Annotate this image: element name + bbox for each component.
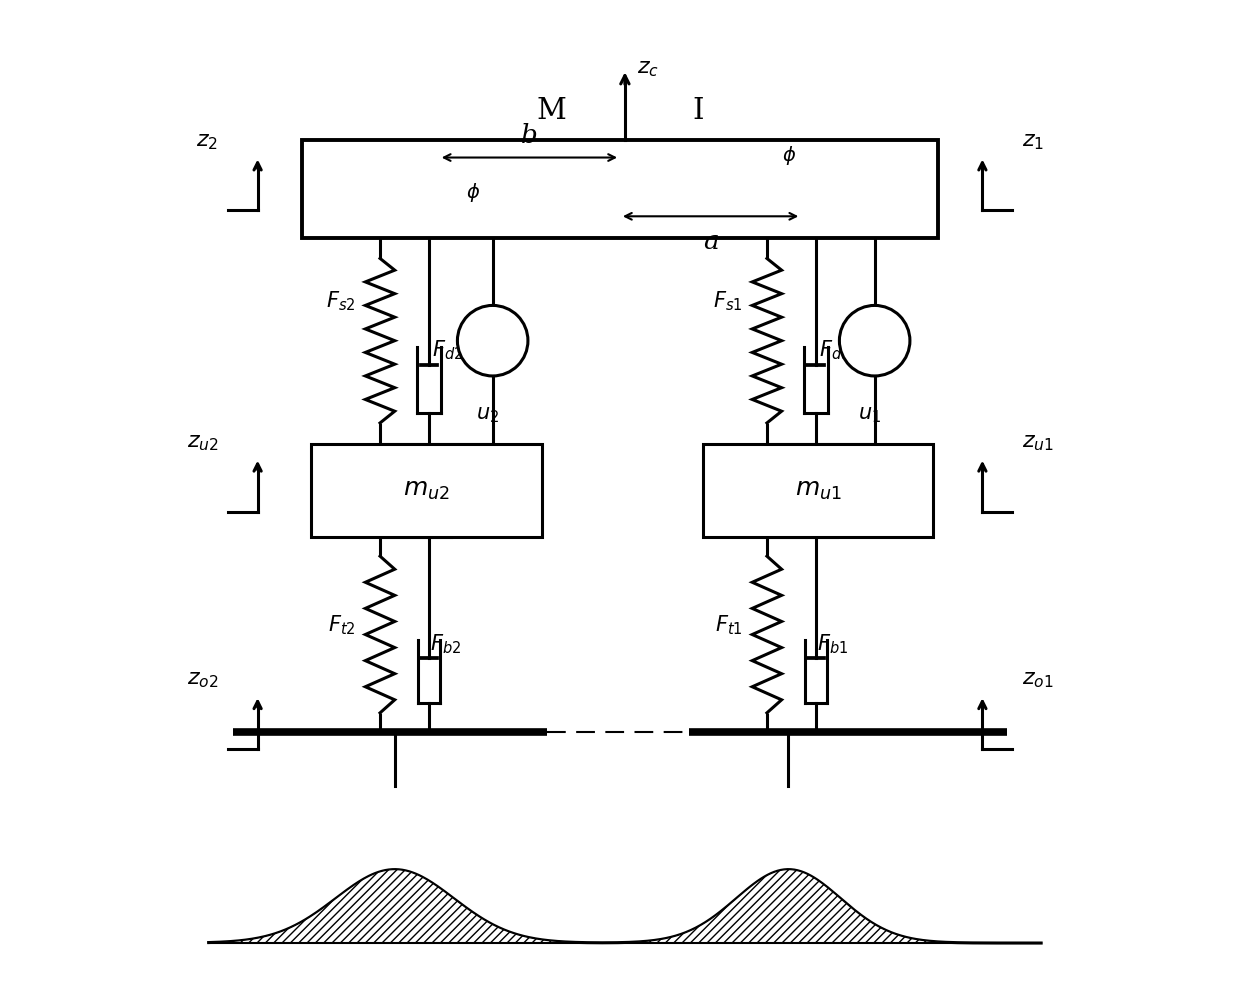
Text: I: I [693,98,704,125]
Text: $u_1$: $u_1$ [858,406,882,426]
Text: $F_{t1}$: $F_{t1}$ [714,613,743,636]
Text: $F_{b1}$: $F_{b1}$ [817,632,848,656]
Text: b: b [521,123,538,148]
Text: $F_{s2}$: $F_{s2}$ [326,290,356,313]
Text: $F_{d2}$: $F_{d2}$ [432,339,463,362]
Polygon shape [208,870,1042,943]
Text: $z_1$: $z_1$ [1022,132,1044,152]
Bar [703,443,934,537]
Text: $F_{b2}$: $F_{b2}$ [430,632,461,656]
Bar [301,140,939,237]
Text: $z_{u2}$: $z_{u2}$ [186,432,218,453]
Text: $m_{u2}$: $m_{u2}$ [403,478,450,502]
Text: $z_c$: $z_c$ [636,59,658,80]
Text: $m_{u1}$: $m_{u1}$ [795,478,842,502]
Text: $z_{o1}$: $z_{o1}$ [1022,671,1053,690]
Bar [311,443,542,537]
Text: $\phi$: $\phi$ [466,180,480,204]
Text: M: M [537,98,567,125]
Text: $z_{u1}$: $z_{u1}$ [1022,432,1054,453]
Text: $z_2$: $z_2$ [196,132,218,152]
Text: $F_{s1}$: $F_{s1}$ [713,290,743,313]
Text: $F_{d1}$: $F_{d1}$ [818,339,849,362]
Text: a: a [703,230,718,254]
Circle shape [458,305,528,376]
Text: $F_{t2}$: $F_{t2}$ [327,613,356,636]
Text: $z_{o2}$: $z_{o2}$ [187,671,218,690]
Circle shape [839,305,910,376]
Text: $u_2$: $u_2$ [476,406,500,426]
Text: $\phi$: $\phi$ [782,145,796,167]
